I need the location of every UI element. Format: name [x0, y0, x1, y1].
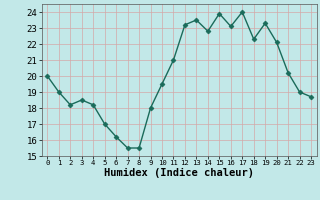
X-axis label: Humidex (Indice chaleur): Humidex (Indice chaleur): [104, 168, 254, 178]
